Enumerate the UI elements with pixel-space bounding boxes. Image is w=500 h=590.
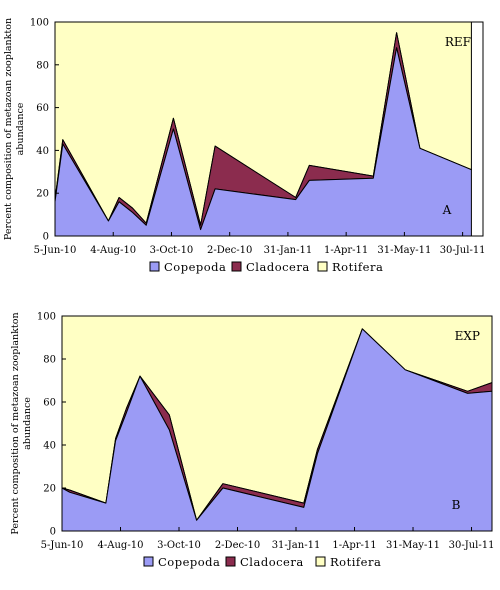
y-tick-label: 20	[43, 484, 56, 495]
legend-label-copepoda: Copepoda	[164, 260, 226, 274]
x-tick-label: 4-Aug-10	[90, 245, 136, 256]
legend-label-cladocera: Cladocera	[240, 555, 304, 569]
y-tick-label: 0	[43, 232, 49, 243]
x-tick-label: 30-Jul-11	[440, 245, 486, 256]
panel-tag: REF	[445, 35, 471, 49]
panel-letter: B	[452, 498, 461, 512]
legend-label-cladocera: Cladocera	[246, 260, 310, 274]
legend: Copepoda Cladocera Rotifera	[143, 555, 381, 569]
plot-frame	[54, 21, 484, 237]
legend-swatch-copepoda	[143, 556, 154, 567]
panel-letter: A	[442, 203, 452, 217]
x-tick-label: 4-Aug-10	[98, 540, 144, 551]
y-tick-label: 0	[50, 527, 56, 538]
x-tick-label: 5-Jun-10	[34, 245, 77, 256]
y-axis-label: Percent composition of metazoan zooplank…	[3, 18, 26, 240]
legend-label-rotifera: Rotifera	[332, 260, 383, 274]
y-tick-label: 100	[37, 312, 56, 323]
y-tick-label: 80	[43, 355, 56, 366]
x-tick-label: 31-May-11	[386, 540, 440, 551]
legend-swatch-rotifera	[315, 556, 326, 567]
panel-tag: EXP	[455, 329, 480, 343]
plot-frame	[61, 315, 493, 532]
legend-label-copepoda: Copepoda	[158, 555, 220, 569]
x-tick-label: 2-Dec-10	[215, 540, 260, 551]
y-tick-label: 20	[36, 189, 49, 200]
x-tick-label: 31-Jan-11	[272, 540, 321, 551]
y-tick-label: 80	[36, 60, 49, 71]
legend-swatch-rotifera	[317, 261, 328, 272]
y-tick-label: 60	[36, 103, 49, 114]
legend-swatch-cladocera	[225, 556, 236, 567]
x-tick-label: 2-Dec-10	[207, 245, 252, 256]
x-tick-label: 31-Jan-11	[264, 245, 313, 256]
x-tick-label: 1-Apr-11	[324, 245, 368, 256]
y-tick-label: 40	[43, 441, 56, 452]
legend-swatch-cladocera	[231, 261, 242, 272]
x-tick-label: 1-Apr-11	[332, 540, 376, 551]
panel-a-ref: 0 20 40 60 80 100 5-Jun-10 4-Aug-10 3-Oct-10 2-De…	[3, 18, 486, 275]
y-axis-label: Percent composition of metazoan zooplank…	[10, 312, 33, 534]
legend: Copepoda Cladocera Rotifera	[149, 260, 383, 274]
x-tick-label: 31-May-11	[377, 245, 431, 256]
x-tick-label: 30-Jul-11	[449, 540, 495, 551]
x-tick-label: 3-Oct-10	[157, 540, 201, 551]
y-tick-label: 100	[30, 18, 49, 29]
x-tick-label: 5-Jun-10	[41, 540, 84, 551]
x-tick-label: 3-Oct-10	[150, 245, 194, 256]
panel-b-exp: 0 20 40 60 80 100 5-Jun-10 4-Aug-10 3-Oct-10 2-De…	[10, 312, 494, 570]
legend-label-rotifera: Rotifera	[330, 555, 381, 569]
y-tick-label: 60	[43, 398, 56, 409]
y-tick-label: 40	[36, 146, 49, 157]
legend-swatch-copepoda	[149, 261, 160, 272]
